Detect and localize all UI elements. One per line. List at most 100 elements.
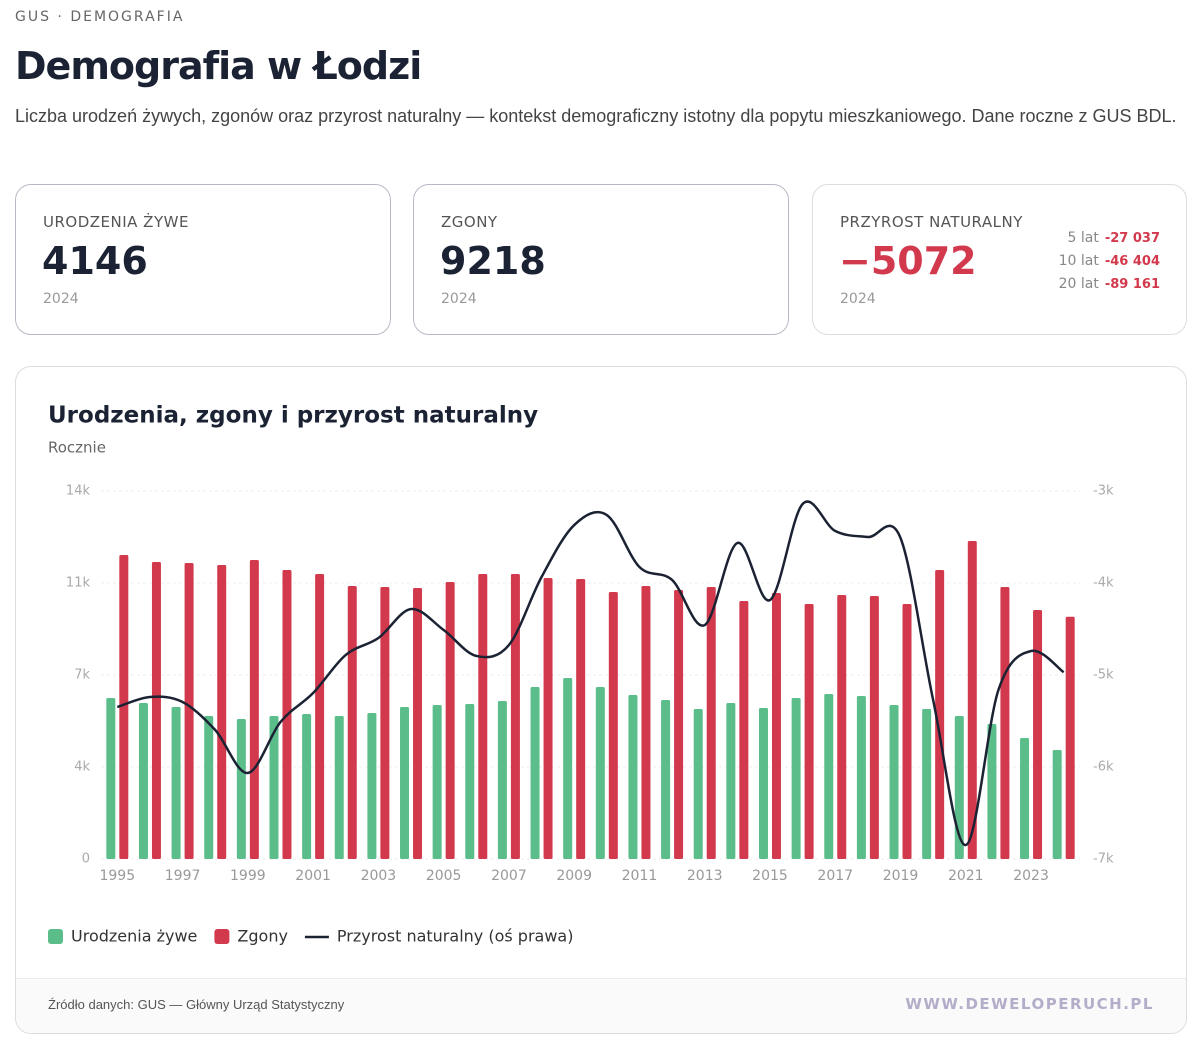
card-year: 2024 bbox=[43, 291, 79, 307]
y-tick-label: 7k bbox=[74, 668, 90, 683]
stat-value: -89 161 bbox=[1104, 277, 1160, 292]
bar bbox=[628, 695, 638, 859]
bar bbox=[413, 588, 423, 859]
x-tick-label: 2005 bbox=[426, 868, 462, 884]
eyebrow: GUS · DEMOGRAFIA bbox=[15, 9, 185, 25]
bar bbox=[739, 601, 749, 859]
bar bbox=[171, 707, 181, 859]
stat-card: URODZENIA ŻYWE 4146 2024 bbox=[15, 184, 391, 335]
bar bbox=[661, 700, 671, 859]
stat-period: 10 lat bbox=[1058, 253, 1099, 269]
card-label: URODZENIA ŻYWE bbox=[43, 213, 189, 231]
line bbox=[116, 500, 1065, 847]
bar bbox=[804, 604, 814, 859]
bar bbox=[217, 565, 227, 859]
stat-card: PRZYROST NATURALNY −5072 2024 5 lat -27 0… bbox=[812, 184, 1187, 335]
bar bbox=[106, 698, 116, 859]
bar bbox=[204, 716, 214, 859]
x-tick-label: 2023 bbox=[1013, 868, 1049, 884]
x-tick-label: 2017 bbox=[817, 868, 853, 884]
bar bbox=[706, 587, 716, 859]
page-title: Demografia w Łodzi bbox=[15, 44, 422, 88]
y2-tick-label: -7k bbox=[1093, 852, 1114, 867]
bar bbox=[334, 716, 344, 859]
bar bbox=[771, 593, 781, 859]
chart-panel: Źródło danych: GUS — Główny Urząd Statys… bbox=[15, 366, 1187, 1034]
bar bbox=[1052, 750, 1062, 859]
bar bbox=[1033, 610, 1043, 859]
bar bbox=[445, 582, 455, 859]
bar bbox=[935, 570, 945, 859]
bar bbox=[608, 592, 618, 859]
card-value: 9218 bbox=[440, 239, 546, 283]
bar bbox=[889, 705, 899, 859]
bar bbox=[576, 579, 586, 859]
bar bbox=[967, 541, 977, 859]
bar bbox=[693, 709, 703, 859]
bar bbox=[315, 574, 325, 859]
bar bbox=[902, 604, 912, 859]
bar bbox=[497, 701, 507, 859]
stat-value: -46 404 bbox=[1104, 254, 1160, 269]
bar bbox=[269, 716, 279, 859]
x-tick-label: 2019 bbox=[883, 868, 919, 884]
bar bbox=[1020, 738, 1030, 859]
bar bbox=[510, 574, 520, 859]
chart-title: Urodzenia, zgony i przyrost naturalny bbox=[48, 403, 538, 429]
legend-label: Przyrost naturalny (oś prawa) bbox=[337, 927, 574, 946]
bar bbox=[119, 555, 129, 859]
stat-period: 5 lat bbox=[1067, 230, 1099, 246]
y2-tick-label: -6k bbox=[1093, 760, 1114, 775]
card-year: 2024 bbox=[441, 291, 477, 307]
period-stats: 5 lat -27 037 10 lat -46 404 20 lat -89 161 bbox=[1059, 227, 1160, 296]
chart-subtitle: Rocznie bbox=[48, 439, 106, 457]
stat-row: 10 lat -46 404 bbox=[1059, 250, 1160, 273]
x-tick-label: 2021 bbox=[948, 868, 984, 884]
card-year: 2024 bbox=[840, 291, 876, 307]
y-tick-label: 14k bbox=[66, 484, 91, 499]
card-value: −5072 bbox=[839, 239, 977, 283]
card-label: PRZYROST NATURALNY bbox=[840, 213, 1023, 231]
bar bbox=[236, 719, 246, 859]
bar bbox=[400, 707, 410, 859]
y2-tick-label: -3k bbox=[1093, 484, 1114, 499]
card-label: ZGONY bbox=[441, 213, 498, 231]
x-tick-label: 2011 bbox=[622, 868, 658, 884]
bar bbox=[380, 587, 390, 859]
x-tick-label: 2015 bbox=[752, 868, 788, 884]
legend-swatch bbox=[48, 929, 63, 944]
bar bbox=[184, 563, 194, 859]
bar bbox=[302, 714, 312, 859]
brand: WWW.DEWELOPERUCH.PL bbox=[905, 995, 1154, 1013]
bar bbox=[465, 704, 475, 859]
bar bbox=[138, 702, 148, 859]
x-tick-label: 1995 bbox=[99, 868, 135, 884]
legend-swatch bbox=[214, 929, 230, 944]
stat-card: ZGONY 9218 2024 bbox=[413, 184, 789, 335]
bar bbox=[530, 687, 540, 859]
x-tick-label: 2001 bbox=[295, 868, 331, 884]
bar bbox=[856, 696, 866, 859]
y-tick-label: 4k bbox=[74, 760, 90, 775]
bar bbox=[1065, 616, 1075, 859]
x-tick-label: 2009 bbox=[556, 868, 592, 884]
bar bbox=[987, 724, 997, 859]
x-tick-label: 1999 bbox=[230, 868, 266, 884]
y-tick-label: 0 bbox=[82, 852, 90, 867]
stat-period: 20 lat bbox=[1058, 276, 1099, 292]
y2-tick-label: -5k bbox=[1093, 668, 1114, 683]
legend-label: Zgony bbox=[237, 927, 288, 946]
footer: Źródło danych: GUS — Główny Urząd Statys… bbox=[16, 978, 1186, 1033]
bar bbox=[367, 713, 377, 859]
bar bbox=[595, 687, 605, 859]
bar bbox=[758, 708, 768, 859]
source: Źródło danych: GUS — Główny Urząd Statys… bbox=[48, 997, 345, 1012]
y-tick-label: 11k bbox=[66, 576, 91, 591]
stat-row: 20 lat -89 161 bbox=[1059, 273, 1160, 296]
bar bbox=[726, 702, 736, 859]
bar bbox=[674, 590, 684, 859]
y2-tick-label: -4k bbox=[1093, 576, 1114, 591]
stat-value: -27 037 bbox=[1104, 231, 1160, 246]
